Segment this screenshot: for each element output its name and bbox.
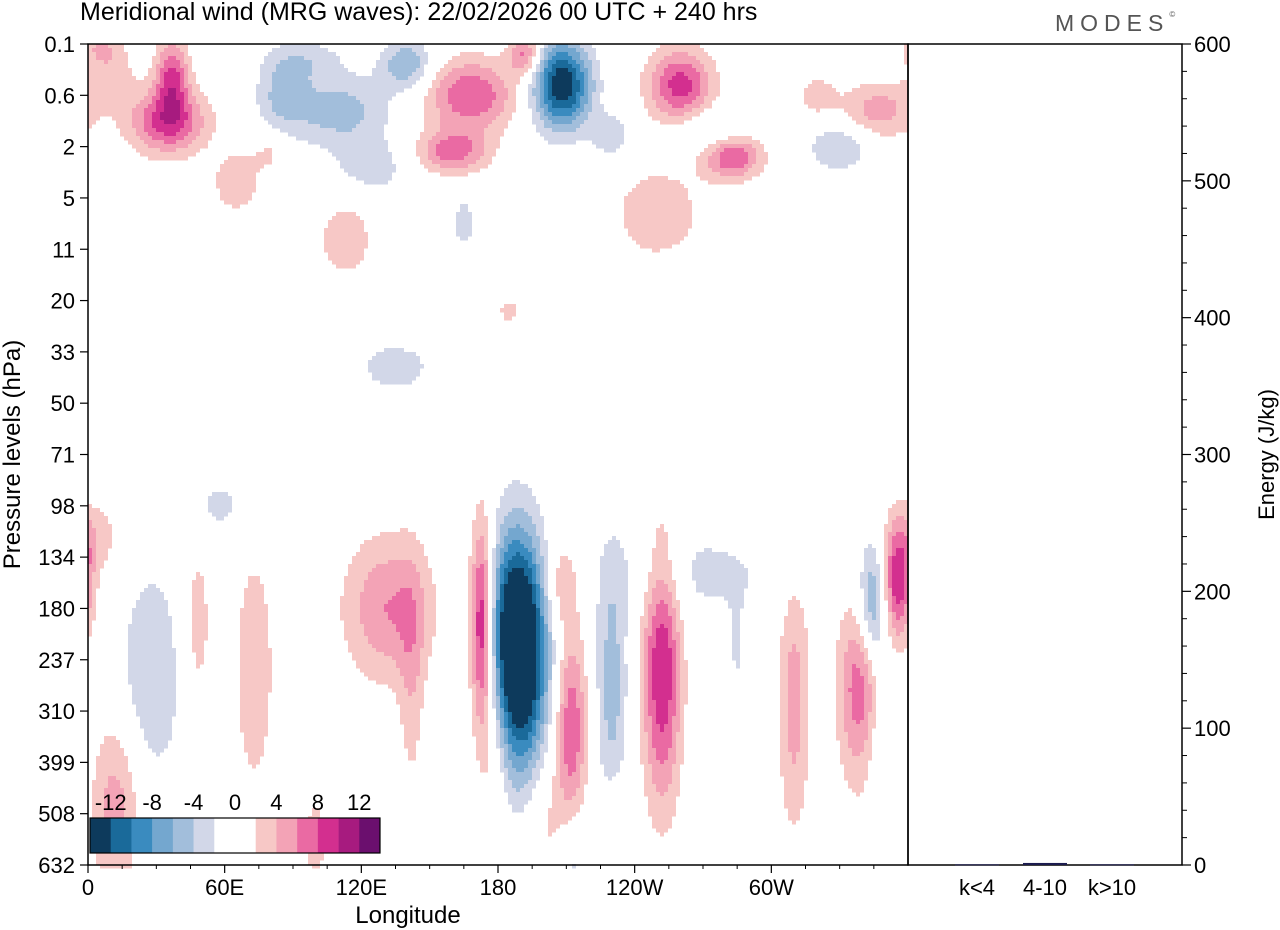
- x-tick-label: 120E: [336, 875, 387, 900]
- energy-bar: [1023, 862, 1067, 865]
- wind-field: [88, 44, 908, 869]
- chart-title: Meridional wind (MRG waves): 22/02/2026 …: [80, 0, 758, 26]
- colorbar-cell: [297, 818, 319, 853]
- y-tick-label: 5: [63, 186, 75, 211]
- colorbar-label: 8: [312, 790, 324, 815]
- energy-category-label: 4-10: [1023, 875, 1067, 900]
- colorbar-cell: [255, 818, 277, 853]
- y-tick-label: 632: [38, 853, 75, 878]
- energy-tick-label: 200: [1194, 579, 1231, 604]
- colorbar-label: -4: [184, 790, 204, 815]
- y-tick-label: 71: [51, 443, 75, 468]
- colorbar-cell: [131, 818, 153, 853]
- x-tick-label: 60E: [205, 875, 244, 900]
- energy-tick-label: 600: [1194, 32, 1231, 57]
- colorbar-cell: [193, 818, 215, 853]
- y-tick-label: 180: [38, 596, 75, 621]
- energy-tick-label: 100: [1194, 716, 1231, 741]
- y-tick-label: 11: [52, 237, 75, 262]
- colorbar-cell: [276, 818, 298, 853]
- y-tick-label: 0.1: [44, 32, 75, 57]
- energy-bar: [1090, 864, 1134, 866]
- colorbar-label: -8: [142, 790, 162, 815]
- y-tick-label: 508: [38, 802, 75, 827]
- energy-frame: [907, 43, 1183, 866]
- y-tick-label: 98: [51, 494, 75, 519]
- y-tick-label: 134: [38, 545, 75, 570]
- x-tick-label: 60W: [749, 875, 794, 900]
- colorbar-cell: [152, 818, 174, 853]
- colorbar-cell: [172, 818, 194, 853]
- y-tick-label: 20: [51, 289, 75, 314]
- colorbar-cell: [214, 818, 236, 853]
- colorbar-cell: [338, 818, 360, 853]
- colorbar-cell: [359, 818, 381, 853]
- y-tick-label: 2: [63, 135, 75, 160]
- x-axis-label: Longitude: [355, 902, 460, 929]
- colorbar-label: 12: [347, 790, 371, 815]
- y-axis-label: Pressure levels (hPa): [0, 340, 26, 569]
- colorbar-label: -12: [95, 790, 127, 815]
- y-tick-label: 33: [51, 340, 75, 365]
- y-tick-label: 310: [38, 699, 75, 724]
- y-tick-label: 399: [38, 750, 75, 775]
- x-tick-label: 120W: [606, 875, 664, 900]
- brand-logo: MODES©: [1055, 10, 1176, 36]
- colorbar-cell: [90, 818, 112, 853]
- energy-bar: [955, 864, 999, 866]
- y-tick-label: 50: [51, 391, 75, 416]
- energy-category-label: k<4: [959, 875, 995, 900]
- x-tick-label: 180: [480, 875, 517, 900]
- colorbar-cell: [110, 818, 132, 853]
- energy-axis-label: Energy (J/kg): [1254, 389, 1279, 520]
- y-tick-label: 0.6: [44, 83, 75, 108]
- colorbar-label: 4: [270, 790, 282, 815]
- y-tick-label: 237: [38, 648, 75, 673]
- energy-tick-label: 400: [1194, 306, 1231, 331]
- energy-category-label: k>10: [1088, 875, 1136, 900]
- colorbar-cell: [235, 818, 257, 853]
- colorbar-label: 0: [229, 790, 241, 815]
- energy-tick-label: 500: [1194, 169, 1231, 194]
- colorbar-frame: [89, 817, 381, 854]
- energy-tick-label: 0: [1194, 853, 1206, 878]
- x-tick-label: 0: [82, 875, 94, 900]
- energy-tick-label: 300: [1194, 443, 1231, 468]
- colorbar-cell: [317, 818, 339, 853]
